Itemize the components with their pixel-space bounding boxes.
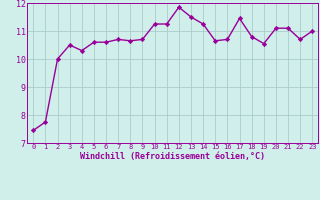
X-axis label: Windchill (Refroidissement éolien,°C): Windchill (Refroidissement éolien,°C) (80, 152, 265, 161)
